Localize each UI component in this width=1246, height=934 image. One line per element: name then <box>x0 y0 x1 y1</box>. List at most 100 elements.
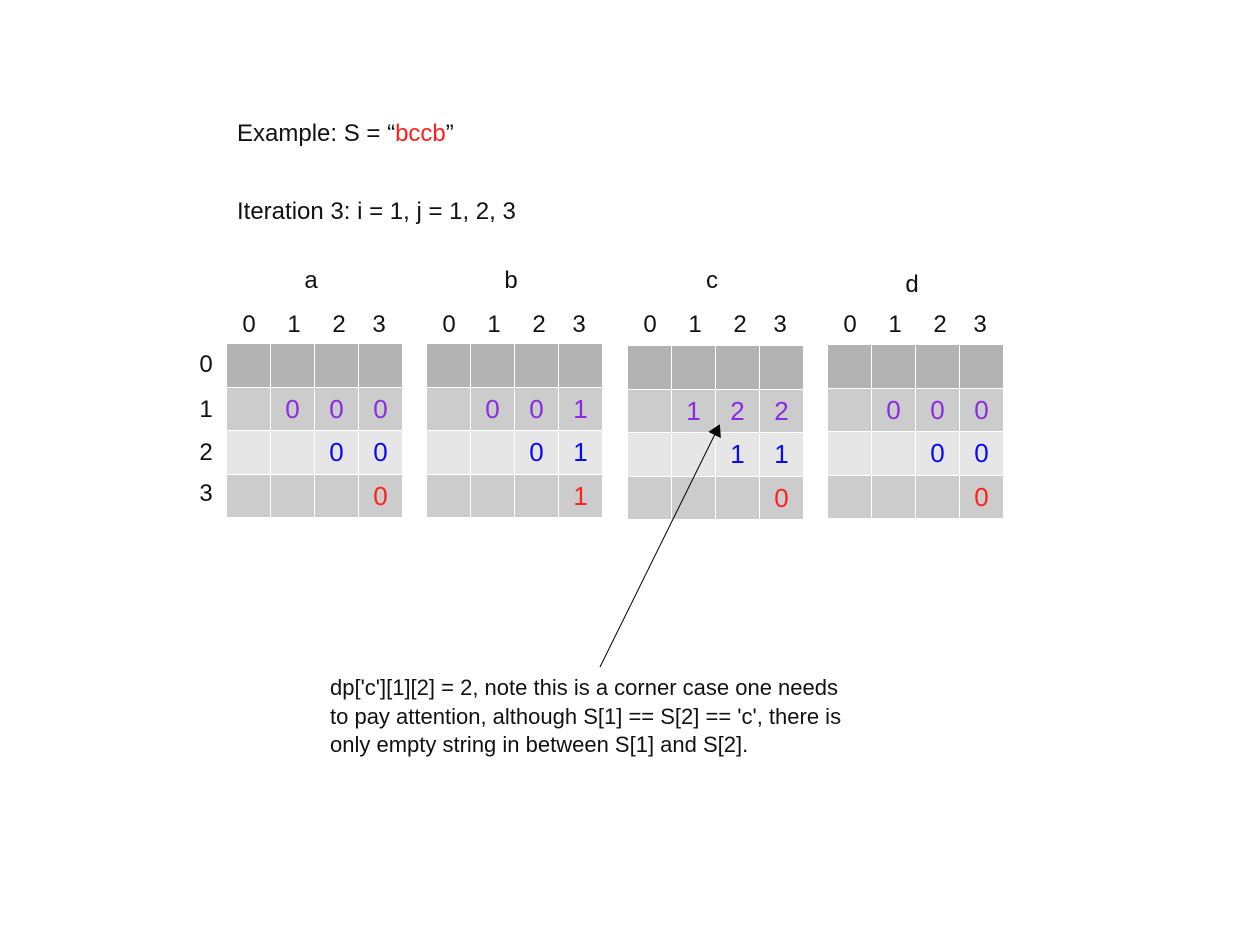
cell-2-2: 1 <box>716 433 759 476</box>
col-label-0: 0 <box>843 311 857 338</box>
cell-1-3: 0 <box>359 387 402 430</box>
title-string: bccb <box>395 120 446 147</box>
cell-0-3 <box>359 344 402 387</box>
row-label-0: 0 <box>199 351 213 378</box>
table-name-a: a <box>304 267 318 294</box>
col-label-2: 2 <box>733 311 747 338</box>
table-name-b: b <box>504 267 518 294</box>
cell-2-3: 0 <box>359 431 402 474</box>
col-label-0: 0 <box>643 311 657 338</box>
cell-2-3: 1 <box>760 433 803 476</box>
cell-1-2: 0 <box>315 387 358 430</box>
col-label-1: 1 <box>487 311 501 338</box>
cell-0-1 <box>672 346 715 389</box>
col-label-3: 3 <box>572 311 586 338</box>
cell-2-1 <box>672 433 715 476</box>
cell-1-1: 0 <box>471 387 514 430</box>
cell-2-1 <box>471 431 514 474</box>
cell-0-1 <box>471 344 514 387</box>
cell-0-3 <box>559 344 602 387</box>
cell-3-0 <box>828 475 871 518</box>
cell-1-2: 0 <box>515 387 558 430</box>
cell-3-1 <box>672 476 715 519</box>
example-title: Example: S = “bccb” <box>237 120 454 148</box>
cell-0-2 <box>315 344 358 387</box>
row-label-2: 2 <box>199 439 213 466</box>
cell-2-2: 0 <box>916 432 959 475</box>
col-label-3: 3 <box>773 311 787 338</box>
title-suffix: ” <box>445 120 454 147</box>
col-label-3: 3 <box>973 311 987 338</box>
cell-0-2 <box>716 346 759 389</box>
cell-2-2: 0 <box>515 431 558 474</box>
cell-0-3 <box>960 345 1003 388</box>
cell-1-1: 0 <box>872 388 915 431</box>
cell-2-3: 1 <box>559 431 602 474</box>
cell-0-1 <box>271 344 314 387</box>
cell-0-0 <box>227 344 270 387</box>
cell-1-2: 2 <box>716 389 759 432</box>
note-line-3: only empty string in between S[1] and S[… <box>330 732 749 757</box>
cell-2-2: 0 <box>315 431 358 474</box>
cell-0-0 <box>628 346 671 389</box>
cell-0-2 <box>916 345 959 388</box>
cell-2-0 <box>227 431 270 474</box>
row-label-1: 1 <box>199 396 213 423</box>
table-name-c: c <box>706 267 718 294</box>
cell-1-3: 0 <box>960 388 1003 431</box>
col-label-2: 2 <box>933 311 947 338</box>
cell-0-1 <box>872 345 915 388</box>
cell-1-1: 0 <box>271 387 314 430</box>
cell-0-0 <box>828 345 871 388</box>
note-text: dp['c'][1][2] = 2, note this is a corner… <box>330 674 930 760</box>
cell-3-2 <box>515 474 558 517</box>
col-label-3: 3 <box>372 311 386 338</box>
cell-0-0 <box>427 344 470 387</box>
cell-3-3: 1 <box>559 474 602 517</box>
cell-3-3: 0 <box>359 474 402 517</box>
col-label-1: 1 <box>287 311 301 338</box>
cell-3-3: 0 <box>960 475 1003 518</box>
cell-2-0 <box>828 432 871 475</box>
cell-1-0 <box>427 387 470 430</box>
cell-3-2 <box>315 474 358 517</box>
row-label-3: 3 <box>199 480 213 507</box>
cell-3-0 <box>427 474 470 517</box>
cell-2-3: 0 <box>960 432 1003 475</box>
cell-3-2 <box>716 476 759 519</box>
col-label-1: 1 <box>688 311 702 338</box>
cell-3-3: 0 <box>760 476 803 519</box>
cell-1-0 <box>628 389 671 432</box>
cell-2-0 <box>427 431 470 474</box>
cell-1-0 <box>227 387 270 430</box>
cell-3-0 <box>628 476 671 519</box>
title-prefix: Example: S = “ <box>237 120 396 147</box>
cell-3-1 <box>872 475 915 518</box>
col-label-2: 2 <box>332 311 346 338</box>
cell-2-0 <box>628 433 671 476</box>
col-label-0: 0 <box>442 311 456 338</box>
table-name-d: d <box>905 271 919 298</box>
cell-3-1 <box>271 474 314 517</box>
cell-2-1 <box>872 432 915 475</box>
cell-1-3: 1 <box>559 387 602 430</box>
col-label-2: 2 <box>532 311 546 338</box>
cell-1-1: 1 <box>672 389 715 432</box>
note-line-2: to pay attention, although S[1] == S[2] … <box>330 703 842 729</box>
iteration-label: Iteration 3: i = 1, j = 1, 2, 3 <box>237 198 516 225</box>
cell-3-1 <box>471 474 514 517</box>
cell-0-2 <box>515 344 558 387</box>
arrow-line <box>599 424 721 668</box>
note-line-1: dp['c'][1][2] = 2, note this is a corner… <box>330 675 838 700</box>
col-label-1: 1 <box>888 311 902 338</box>
cell-1-3: 2 <box>760 389 803 432</box>
col-label-0: 0 <box>242 311 256 338</box>
